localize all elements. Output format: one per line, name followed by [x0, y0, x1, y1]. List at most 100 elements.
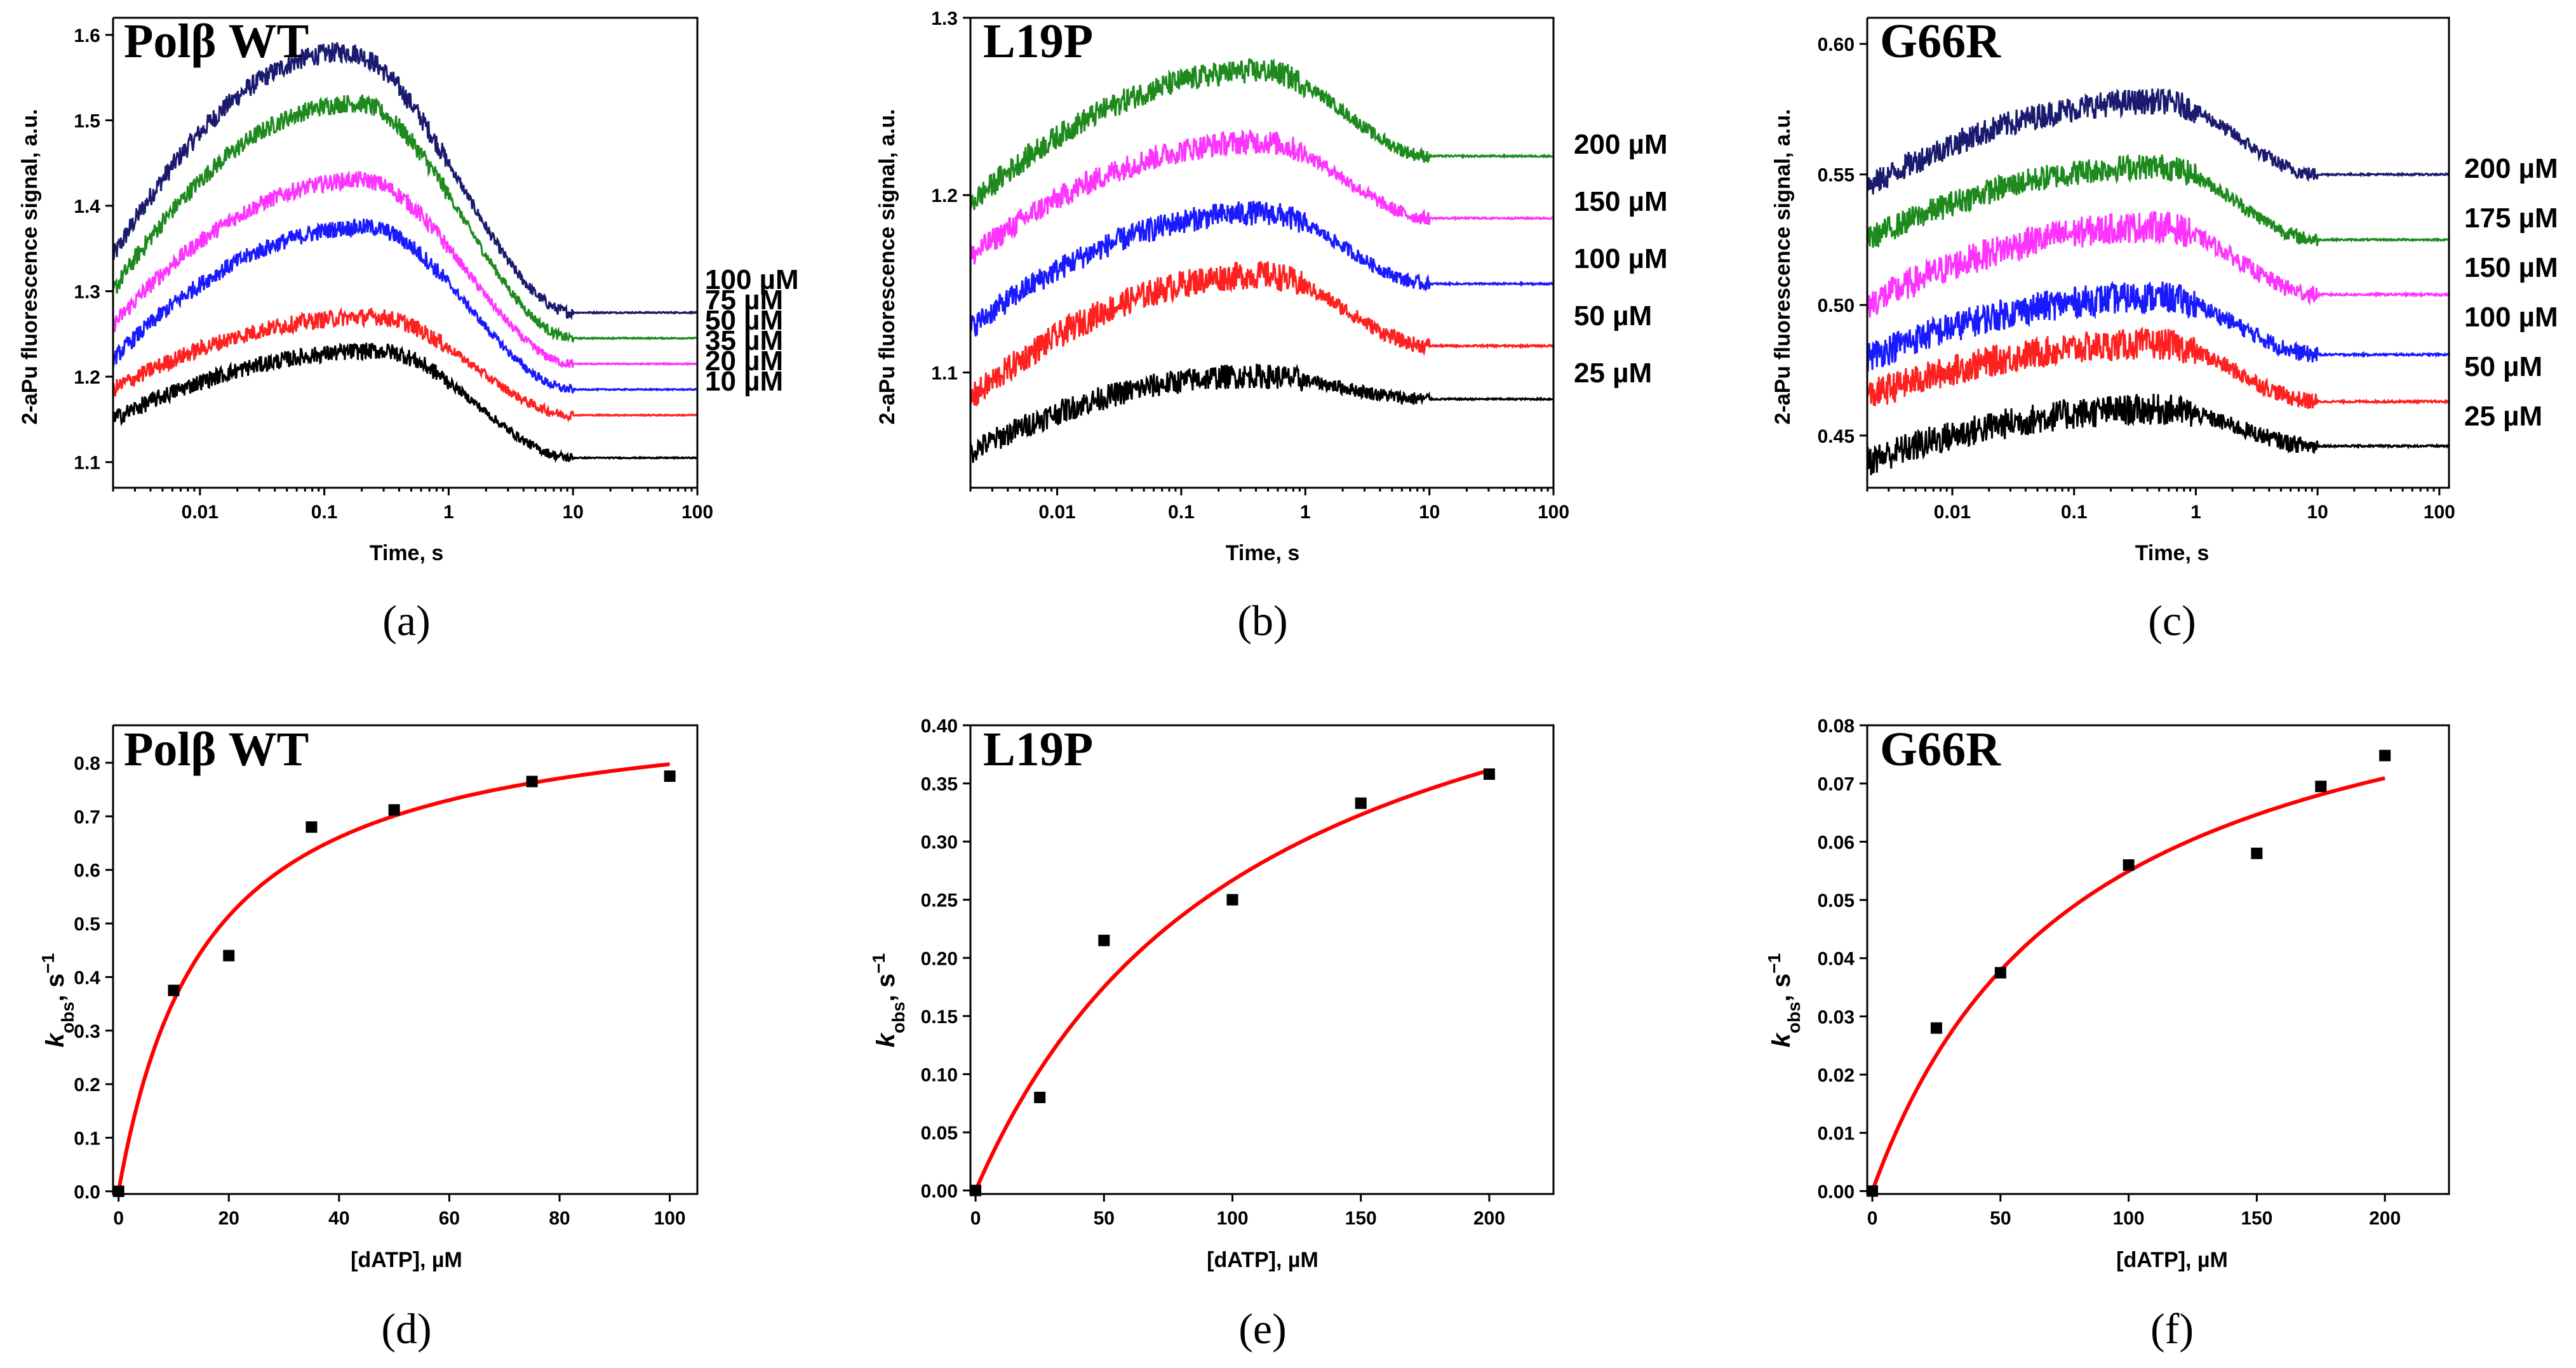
- y-tick-label: 0.7: [74, 807, 100, 828]
- x-tick-label: 100: [2424, 502, 2455, 523]
- panel-title-a: Polβ WT: [124, 15, 309, 68]
- series-line: [112, 342, 698, 463]
- ticks-layer-b: 0.01 0.1 1 10 100 1.1 1.2 1.3: [931, 8, 1569, 523]
- series-line: [969, 129, 1554, 265]
- panel-title-c: G66R: [1880, 15, 2001, 68]
- axes-frame-d: [112, 724, 699, 1195]
- x-tick-label: 150: [1345, 1208, 1377, 1229]
- x-axis-label-b: Time, s: [1226, 541, 1300, 565]
- data-point: [388, 804, 400, 816]
- x-tick-label: 10: [563, 502, 584, 523]
- panel-c: 0.01 0.1 1 10 100 0.45 0.50 0.55 0.60 200 µM 175 …: [1771, 15, 2558, 645]
- x-tick-label: 50: [1094, 1208, 1115, 1229]
- y-axis-label-c: 2-aPu fluorescence signal, a.u.: [1771, 109, 1795, 425]
- y-tick-label: 0.07: [1818, 774, 1855, 795]
- data-points-d: [112, 770, 676, 1197]
- data-point: [1034, 1092, 1046, 1104]
- y-axis-label-b: 2-aPu fluorescence signal, a.u.: [875, 109, 899, 425]
- data-point: [2315, 781, 2327, 793]
- x-tick-label: 0.01: [1038, 502, 1075, 523]
- y-tick-label: 0.06: [1818, 832, 1855, 853]
- x-tick-label: 10: [2307, 502, 2328, 523]
- y-tick-label: 0.0: [74, 1182, 100, 1203]
- x-tick-label: 150: [2241, 1208, 2272, 1229]
- series-label: 75 µM: [705, 285, 783, 316]
- x-tick-label: 10: [1419, 502, 1440, 523]
- y-tick-label: 0.3: [74, 1021, 100, 1042]
- x-tick-label: 100: [1538, 502, 1569, 523]
- x-tick-label: 0.1: [1168, 502, 1195, 523]
- ticks-layer-d: 0 20 40 60 80 100 0.0 0.1 0.2 0.3 0.4 0.5 0.6 0.7 0.8: [74, 753, 685, 1229]
- y-label-main-d: k: [41, 1032, 69, 1047]
- y-tick-label: 1.3: [74, 282, 100, 303]
- fit-curve-d: [116, 762, 670, 1192]
- series-line: [1866, 326, 2450, 409]
- x-tick-label: 100: [1216, 1208, 1248, 1229]
- y-tick-label: 0.4: [74, 967, 100, 988]
- x-tick-label: 100: [681, 502, 713, 523]
- y-tick-label: 1.2: [931, 185, 958, 206]
- series-label: 150 µM: [2464, 252, 2558, 283]
- series-label: 50 µM: [1574, 300, 1652, 332]
- panel-title-e: L19P: [983, 723, 1093, 776]
- series-label: 10 µM: [705, 366, 783, 397]
- series-label: 50 µM: [705, 305, 783, 336]
- x-tick-label: 1: [1300, 502, 1311, 523]
- caption-e: (e): [1238, 1304, 1286, 1353]
- series-line: [112, 307, 699, 423]
- x-tick-label: 1: [2190, 502, 2201, 523]
- series-line: [1866, 154, 2450, 248]
- series-labels-c: 200 µM 175 µM 150 µM 100 µM 50 µM 25 µM: [2464, 153, 2558, 432]
- y-tick-label: 1.5: [74, 111, 100, 131]
- series-label: 100 µM: [705, 264, 799, 295]
- y-tick-label: 0.05: [921, 1123, 958, 1144]
- series-layer-c: [1866, 88, 2450, 476]
- y-label-sub-d: obs: [58, 1002, 77, 1033]
- x-tick-label: 20: [218, 1208, 239, 1229]
- fit-curve-e: [974, 768, 1490, 1191]
- y-tick-label: 0.50: [1818, 295, 1855, 316]
- caption-d: (d): [381, 1304, 431, 1353]
- panel-a: 0.01 0.1 1 10 100 1.1 1.2 1.3 1.4 1.5 1.6 100 µM75…: [18, 15, 799, 645]
- y-tick-label: 0.20: [921, 948, 958, 969]
- data-points-f: [1867, 749, 2391, 1197]
- fit-curve-f: [1870, 776, 2385, 1192]
- y-tick-label: 0.15: [921, 1007, 958, 1028]
- y-axis-label-e: kobs, s−1: [869, 953, 908, 1047]
- series-label: 35 µM: [705, 325, 783, 356]
- y-label-main-f: k: [1768, 1032, 1795, 1047]
- y-label-sup-d: −1: [38, 953, 58, 974]
- x-tick-label: 0: [970, 1208, 981, 1229]
- y-tick-label: 0.03: [1818, 1007, 1855, 1028]
- data-points-e: [970, 768, 1495, 1197]
- y-tick-label: 0.6: [74, 861, 100, 882]
- axes-frame-e: [969, 724, 1555, 1195]
- panel-title-f: G66R: [1880, 723, 2001, 776]
- series-label: 100 µM: [2464, 302, 2558, 333]
- series-line: [112, 170, 698, 368]
- panel-f: 0 50 100 150 200 0.00 0.01 0.02 0.03 0.04 0.05 0.06…: [1764, 716, 2450, 1353]
- x-tick-label: 50: [1990, 1208, 2011, 1229]
- x-tick-label: 80: [549, 1208, 570, 1229]
- y-tick-label: 0.45: [1818, 426, 1855, 447]
- data-point: [1483, 768, 1495, 780]
- data-point: [1930, 1022, 1942, 1034]
- y-axis-label-f: kobs, s−1: [1764, 953, 1804, 1047]
- x-tick-label: 0: [1867, 1208, 1878, 1229]
- series-label: 25 µM: [1574, 358, 1652, 389]
- x-tick-label: 60: [439, 1208, 460, 1229]
- y-tick-label: 0.55: [1818, 165, 1855, 186]
- data-point: [1994, 967, 2006, 979]
- x-tick-label: 0.01: [1934, 502, 1971, 523]
- x-axis-label-a: Time, s: [370, 541, 444, 565]
- x-tick-label: 0.01: [182, 502, 218, 523]
- series-line: [112, 94, 698, 343]
- y-tick-label: 1.1: [931, 363, 958, 384]
- y-label-unit-d: , s: [41, 974, 69, 1002]
- series-layer-a: [112, 42, 699, 463]
- y-tick-label: 0.2: [74, 1075, 100, 1096]
- panel-e: 0 50 100 150 200 0.00 0.05 0.10 0.15 0.20 0.25 0.30…: [869, 716, 1555, 1353]
- data-point: [223, 949, 235, 962]
- axes-frame-f: [1866, 724, 2450, 1195]
- caption-b: (b): [1237, 596, 1287, 645]
